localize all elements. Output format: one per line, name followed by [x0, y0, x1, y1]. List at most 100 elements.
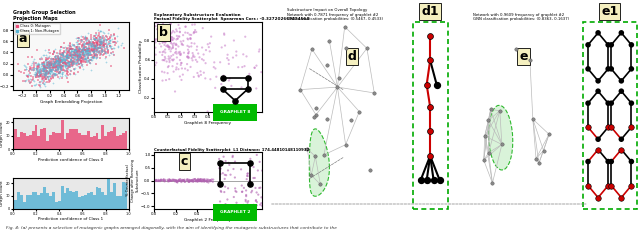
- Point: [71, 36, 81, 40]
- Point: [173, 37, 183, 41]
- Point: [75, 42, 85, 45]
- Point: [54, 64, 65, 68]
- Point: [179, 180, 189, 184]
- Point: [70, 48, 80, 52]
- Point: [180, 67, 190, 71]
- Point: [57, 52, 67, 56]
- Point: [75, 54, 85, 58]
- Point: [168, 42, 178, 46]
- Bar: [52, 192, 55, 209]
- Point: [159, 58, 169, 62]
- Point: [35, 84, 45, 88]
- Point: [90, 32, 100, 36]
- Point: [99, 54, 109, 57]
- Point: [97, 45, 108, 48]
- Point: [70, 54, 80, 58]
- Point: [61, 56, 72, 60]
- Point: [51, 67, 61, 71]
- Point: [73, 54, 83, 58]
- Point: [91, 50, 101, 54]
- Point: [21, 73, 31, 77]
- Point: [57, 60, 67, 63]
- Point: [88, 44, 99, 48]
- Point: [61, 63, 72, 67]
- Point: [198, 178, 208, 182]
- Point: [36, 79, 46, 83]
- Point: [220, 185, 230, 189]
- Point: [75, 54, 85, 57]
- Point: [36, 73, 46, 77]
- Point: [68, 54, 79, 58]
- Point: [44, 59, 54, 63]
- Point: [81, 45, 92, 49]
- Point: [191, 179, 201, 183]
- Point: [40, 72, 51, 76]
- Point: [44, 48, 54, 51]
- Point: [47, 57, 58, 61]
- Point: [192, 71, 202, 75]
- Point: [240, 35, 250, 39]
- Point: [183, 51, 193, 55]
- Point: [72, 53, 83, 56]
- Point: [57, 64, 67, 68]
- Point: [42, 63, 52, 67]
- Point: [42, 80, 52, 84]
- Point: [73, 57, 83, 61]
- Point: [76, 56, 86, 60]
- Point: [188, 53, 198, 57]
- Point: [155, 28, 165, 32]
- Point: [46, 63, 56, 67]
- Point: [60, 62, 70, 66]
- Point: [62, 58, 72, 62]
- Point: [66, 47, 76, 51]
- Point: [193, 178, 204, 182]
- Point: [77, 49, 88, 53]
- Point: [110, 37, 120, 41]
- Point: [44, 50, 54, 54]
- Point: [222, 56, 232, 60]
- Point: [66, 62, 76, 66]
- Point: [157, 178, 167, 182]
- Bar: [61, 120, 63, 150]
- Point: [51, 66, 61, 70]
- Point: [25, 67, 35, 71]
- Point: [40, 66, 50, 70]
- Point: [57, 51, 67, 55]
- Point: [40, 73, 50, 77]
- Point: [73, 54, 83, 58]
- Point: [192, 60, 202, 64]
- Point: [88, 50, 98, 54]
- Point: [42, 61, 52, 65]
- Point: [61, 48, 72, 52]
- Point: [158, 36, 168, 40]
- Point: [89, 44, 99, 48]
- Point: [83, 50, 93, 54]
- Bar: [76, 129, 78, 150]
- Point: [92, 54, 102, 57]
- Point: [74, 48, 84, 52]
- Point: [166, 20, 176, 24]
- Point: [33, 70, 43, 74]
- Point: [81, 58, 92, 62]
- Point: [89, 41, 99, 45]
- Point: [173, 67, 184, 71]
- Point: [183, 51, 193, 55]
- Point: [79, 54, 90, 57]
- Y-axis label: Graph count: Graph count: [0, 180, 4, 206]
- Point: [182, 179, 192, 182]
- Point: [105, 38, 115, 42]
- Point: [178, 178, 188, 182]
- Point: [56, 68, 67, 72]
- Point: [78, 52, 88, 56]
- Point: [334, 76, 344, 80]
- Point: [81, 49, 92, 53]
- Point: [85, 50, 95, 54]
- Point: [73, 64, 83, 68]
- Point: [97, 49, 107, 53]
- Point: [92, 39, 102, 43]
- Point: [97, 49, 107, 53]
- Point: [54, 56, 64, 60]
- Point: [159, 177, 169, 181]
- Point: [164, 46, 175, 49]
- Point: [63, 56, 74, 60]
